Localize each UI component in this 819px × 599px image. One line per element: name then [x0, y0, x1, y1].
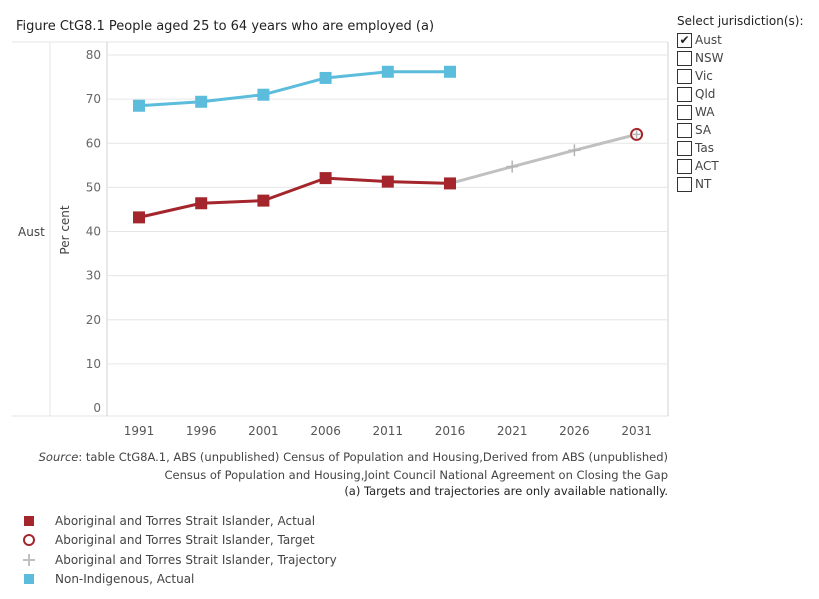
- legend-item[interactable]: Aboriginal and Torres Strait Islander, T…: [22, 531, 337, 551]
- jurisdiction-panel: Select jurisdiction(s): ✔ Aust NSW Vic Q…: [677, 14, 817, 193]
- circle-icon: [23, 534, 35, 547]
- legend-label: Aboriginal and Torres Strait Islander, T…: [55, 533, 315, 548]
- trajectory-marker: [568, 144, 581, 157]
- x-tick-label: 2026: [559, 424, 590, 438]
- non-indigenous-line: [138, 70, 450, 108]
- jurisdiction-label: SA: [695, 123, 712, 137]
- y-axis-label: Per cent: [58, 205, 72, 255]
- jurisdiction-nsw[interactable]: NSW: [677, 49, 817, 67]
- checkbox-sa[interactable]: [677, 122, 692, 138]
- x-tick-label: 2011: [373, 424, 404, 438]
- x-tick-label: 1991: [124, 424, 155, 438]
- source-label: Source: [38, 450, 79, 464]
- legend-label: Aboriginal and Torres Strait Islander, A…: [55, 513, 316, 528]
- row-label: Aust: [18, 225, 45, 239]
- y-tick-label: 80: [86, 48, 101, 62]
- line-chart: Aust Per cent 0 10 20 30 40 50 60 70 80 1991 1996…: [12, 41, 669, 438]
- checkbox-act[interactable]: [677, 158, 692, 174]
- jurisdiction-act[interactable]: ACT: [677, 157, 817, 175]
- legend-label: Aboriginal and Torres Strait Islander, T…: [55, 552, 337, 567]
- jurisdiction-sa[interactable]: SA: [677, 121, 817, 139]
- jurisdiction-qld[interactable]: Qld: [677, 85, 817, 103]
- indigenous-actual-line: [138, 176, 451, 219]
- jurisdiction-panel-title: Select jurisdiction(s):: [677, 14, 804, 28]
- y-tick-label: 50: [86, 180, 101, 194]
- x-tick-label: 2016: [435, 424, 466, 438]
- non-indigenous-point: [381, 65, 394, 78]
- checkbox-aust[interactable]: ✔: [677, 32, 692, 48]
- jurisdiction-label: ACT: [695, 159, 719, 173]
- y-tick-label: 60: [86, 136, 101, 150]
- jurisdiction-label: WA: [695, 105, 715, 119]
- jurisdiction-label: Tas: [695, 141, 714, 155]
- check-mark-icon: ✔: [679, 32, 690, 47]
- checkbox-nsw[interactable]: [677, 50, 692, 66]
- y-tick-label: 70: [86, 92, 101, 106]
- x-tick-label: 2006: [310, 424, 341, 438]
- legend-item[interactable]: Aboriginal and Torres Strait Islander, T…: [22, 550, 337, 570]
- legend-label: Non-Indigenous, Actual: [55, 572, 195, 587]
- indigenous-actual-point: [319, 172, 332, 185]
- square-icon: [24, 515, 34, 526]
- non-indigenous-point: [133, 99, 145, 112]
- x-tick-label: 2021: [497, 424, 528, 438]
- indigenous-actual-point: [133, 211, 145, 224]
- jurisdiction-tas[interactable]: Tas: [677, 139, 817, 157]
- legend-item[interactable]: Non-Indigenous, Actual: [22, 570, 337, 590]
- legend-item[interactable]: Aboriginal and Torres Strait Islander, A…: [22, 511, 337, 531]
- indigenous-actual-point: [444, 177, 456, 190]
- non-indigenous-point: [444, 65, 456, 78]
- jurisdiction-label: NT: [695, 177, 712, 191]
- checkbox-nt[interactable]: [677, 176, 692, 192]
- jurisdiction-wa[interactable]: WA: [677, 103, 817, 121]
- plus-icon: [23, 553, 35, 566]
- checkbox-tas[interactable]: [677, 140, 692, 156]
- non-indigenous-point: [195, 95, 208, 108]
- source-text: : table CtG8A.1, ABS (unpublished) Censu…: [78, 450, 668, 482]
- x-tick-label: 2031: [621, 424, 652, 438]
- chart-title: Figure CtG8.1 People aged 25 to 64 years…: [16, 19, 435, 34]
- x-tick-label: 2001: [248, 424, 279, 438]
- non-indigenous-point: [257, 88, 270, 101]
- jurisdiction-aust[interactable]: ✔ Aust: [677, 31, 817, 49]
- jurisdiction-label: Aust: [695, 33, 722, 47]
- square-icon: [24, 574, 34, 585]
- indigenous-actual-point: [381, 175, 394, 188]
- checkbox-qld[interactable]: [677, 86, 692, 102]
- y-tick-label: 30: [86, 269, 101, 283]
- jurisdiction-vic[interactable]: Vic: [677, 67, 817, 85]
- checkbox-wa[interactable]: [677, 104, 692, 120]
- jurisdiction-nt[interactable]: NT: [677, 175, 817, 193]
- y-tick-label: 10: [86, 357, 101, 371]
- jurisdiction-label: Vic: [695, 69, 713, 83]
- legend: Aboriginal and Torres Strait Islander, A…: [22, 511, 337, 589]
- jurisdiction-label: NSW: [695, 51, 724, 65]
- checkbox-vic[interactable]: [677, 68, 692, 84]
- non-indigenous-point: [319, 71, 332, 84]
- y-tick-label: 40: [86, 225, 101, 239]
- trajectory-line: [449, 132, 637, 185]
- y-tick-label: 20: [86, 313, 101, 327]
- trajectory-marker: [506, 160, 519, 173]
- indigenous-actual-point: [257, 194, 270, 207]
- target-cross: [632, 130, 641, 139]
- y-tick-label: 0: [93, 401, 101, 415]
- footnote: (a) Targets and trajectories are only av…: [344, 484, 668, 498]
- jurisdiction-label: Qld: [695, 87, 716, 101]
- x-tick-label: 1996: [186, 424, 217, 438]
- indigenous-actual-point: [195, 197, 208, 210]
- source-note: Source: table CtG8A.1, ABS (unpublished)…: [12, 448, 668, 484]
